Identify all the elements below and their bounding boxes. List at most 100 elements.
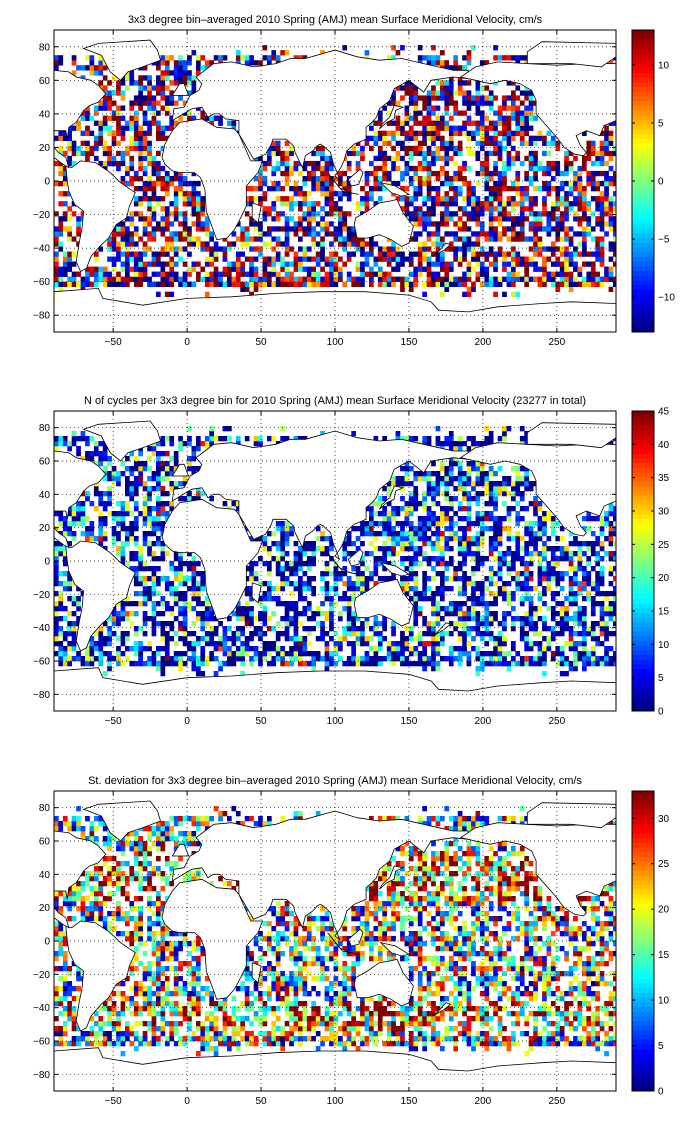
data-bin — [427, 236, 432, 241]
data-bin — [511, 277, 516, 282]
data-bin — [360, 636, 365, 641]
data-bin — [267, 661, 272, 666]
data-bin — [138, 551, 143, 556]
data-bin — [489, 661, 494, 666]
data-bin — [405, 196, 410, 201]
data-bin — [507, 282, 512, 287]
data-bin — [311, 586, 316, 591]
data-bin — [156, 171, 161, 176]
x-tick-label: 0 — [184, 337, 190, 348]
data-bin — [232, 121, 237, 126]
data-bin — [161, 80, 166, 85]
data-bin — [165, 252, 170, 257]
data-bin — [533, 511, 538, 516]
data-bin — [156, 282, 161, 287]
data-bin — [444, 191, 449, 196]
data-bin — [502, 656, 507, 661]
data-bin — [143, 231, 148, 236]
data-bin — [400, 496, 405, 501]
data-bin — [524, 116, 529, 121]
data-bin — [418, 516, 423, 521]
data-bin — [609, 591, 614, 596]
data-bin — [542, 621, 547, 626]
data-bin — [515, 661, 520, 666]
data-bin — [374, 511, 379, 516]
data-bin — [378, 631, 383, 636]
data-bin — [564, 616, 569, 621]
data-bin — [613, 531, 618, 536]
data-bin — [418, 551, 423, 556]
data-bin — [431, 151, 436, 156]
data-bin — [405, 641, 410, 646]
data-bin — [152, 581, 157, 586]
data-bin — [289, 591, 294, 596]
data-bin — [294, 586, 299, 591]
data-bin — [427, 101, 432, 106]
data-bin — [484, 556, 489, 561]
data-bin — [267, 566, 272, 571]
data-bin — [147, 591, 152, 596]
data-bin — [280, 616, 285, 621]
data-bin — [573, 631, 578, 636]
data-bin — [232, 661, 237, 666]
data-bin — [524, 106, 529, 111]
data-bin — [595, 181, 600, 186]
data-bin — [591, 151, 596, 156]
data-bin — [600, 521, 605, 526]
data-bin — [480, 621, 485, 626]
data-bin — [591, 186, 596, 191]
data-bin — [564, 161, 569, 166]
data-bin — [551, 566, 556, 571]
data-bin — [484, 101, 489, 106]
data-bin — [498, 111, 503, 116]
data-bin — [551, 136, 556, 141]
data-bin — [347, 656, 352, 661]
data-bin — [245, 226, 250, 231]
data-bin — [551, 241, 556, 246]
data-bin — [493, 196, 498, 201]
data-bin — [249, 246, 254, 251]
data-bin — [431, 511, 436, 516]
data-bin — [245, 241, 250, 246]
data-bin — [449, 181, 454, 186]
data-bin — [444, 206, 449, 211]
data-bin — [90, 282, 95, 287]
data-bin — [192, 651, 197, 656]
data-bin — [498, 561, 503, 566]
data-bin — [174, 65, 179, 70]
data-bin — [125, 151, 130, 156]
data-bin — [187, 80, 192, 85]
data-bin — [311, 656, 316, 661]
data-bin — [484, 206, 489, 211]
data-bin — [58, 241, 63, 246]
data-bin — [107, 161, 112, 166]
data-bin — [609, 601, 614, 606]
data-bin — [533, 496, 538, 501]
data-bin — [169, 566, 174, 571]
data-bin — [85, 116, 90, 121]
data-bin — [507, 136, 512, 141]
data-bin — [476, 581, 481, 586]
data-bin — [484, 631, 489, 636]
data-bin — [538, 131, 543, 136]
data-bin — [187, 282, 192, 287]
data-bin — [476, 566, 481, 571]
data-bin — [347, 626, 352, 631]
data-bin — [515, 106, 520, 111]
data-bin — [169, 626, 174, 631]
data-bin — [591, 551, 596, 556]
data-bin — [409, 556, 414, 561]
data-bin — [453, 571, 458, 576]
data-bin — [183, 231, 188, 236]
data-bin — [524, 646, 529, 651]
data-bin — [547, 221, 552, 226]
data-bin — [462, 621, 467, 626]
data-bin — [245, 287, 250, 292]
data-bin — [560, 277, 565, 282]
coastline — [527, 42, 616, 67]
data-bin — [489, 611, 494, 616]
data-bin — [360, 641, 365, 646]
data-bin — [94, 646, 99, 651]
data-bin — [165, 501, 170, 506]
data-bin — [178, 65, 183, 70]
